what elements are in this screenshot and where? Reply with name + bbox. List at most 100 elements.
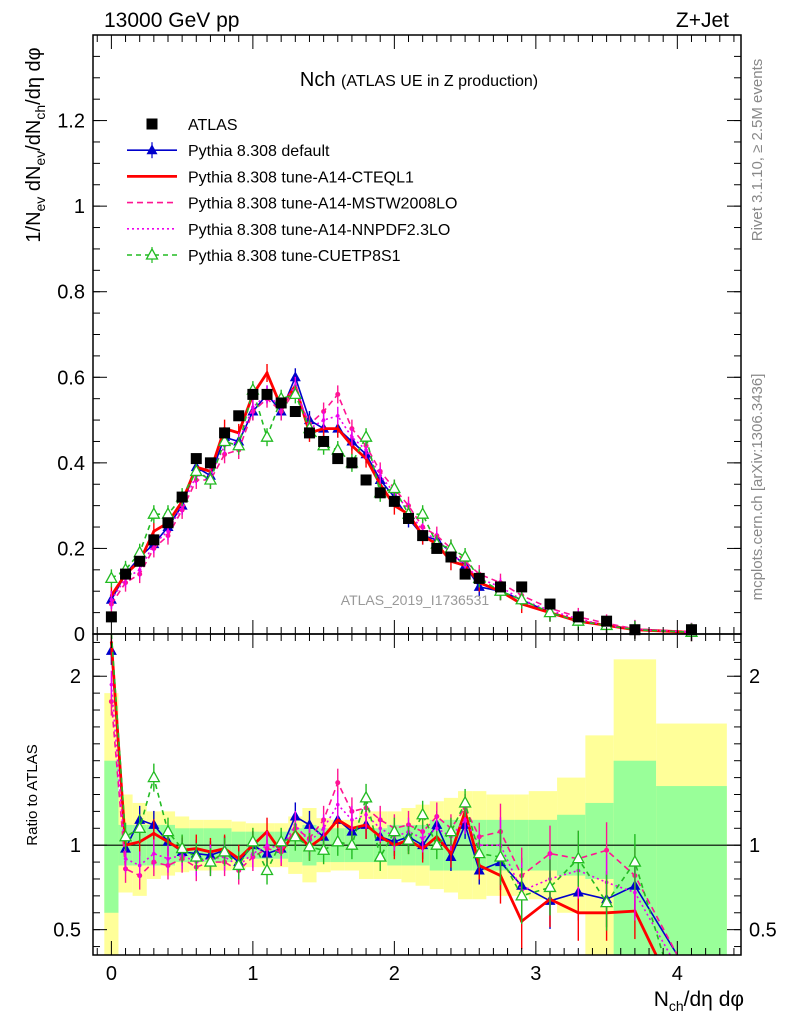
main-series-point (166, 529, 170, 534)
ratio-y-tick-label: 0.5 (53, 920, 81, 942)
ratio-series-point (463, 818, 467, 822)
ratio-series-point (576, 911, 580, 915)
ratio-series-point (350, 818, 354, 822)
atlas-data-point (473, 572, 485, 584)
green-band-bin (656, 786, 727, 955)
ratio-series-point (515, 888, 529, 901)
atlas-data-point (190, 453, 202, 465)
ratio-series-point (420, 836, 425, 841)
ratio-series-point (161, 824, 175, 837)
main-series-point (288, 387, 302, 400)
main-series-point (260, 429, 274, 442)
ratio-series-point (458, 795, 472, 808)
plot-title: Nch (ATLAS UE in Z production) (300, 69, 538, 91)
main-series-point (387, 481, 401, 494)
main-series-point (109, 597, 114, 602)
main-series-point (336, 427, 340, 431)
ratio-series-point (175, 841, 189, 854)
x-tick-label: 4 (672, 963, 683, 985)
main-series-point (416, 506, 430, 519)
ratio-series-line (110, 642, 658, 956)
ratio-series-point (336, 818, 340, 822)
ratio-series-point (493, 849, 508, 862)
legend-label: Pythia 8.308 default (188, 143, 330, 160)
analysis-watermark: ATLAS_2019_I1736531 (341, 592, 490, 608)
ratio-series-point (302, 839, 317, 852)
ratio-series-point (571, 851, 585, 864)
atlas-data-point (105, 611, 117, 623)
atlas-data-point (431, 542, 443, 554)
legend-label: Pythia 8.308 tune-CUETP8S1 (188, 248, 401, 265)
legend-marker-atlas (146, 118, 158, 130)
ratio-series-point (435, 826, 439, 831)
atlas-data-point (346, 457, 358, 469)
main-series-point (289, 371, 301, 382)
main-series-point (203, 472, 218, 485)
legend-marker (146, 144, 158, 155)
main-series-line (110, 387, 692, 634)
ratio-y-axis-label: Ratio to ATLAS (24, 744, 41, 845)
x-tick-label: 3 (530, 963, 541, 985)
ratio-series-point (232, 858, 246, 871)
atlas-data-point (374, 487, 386, 499)
ratio-series-point (303, 818, 315, 829)
atlas-data-point (403, 512, 415, 524)
atlas-data-point (204, 457, 216, 469)
ratio-series-point (599, 895, 614, 908)
side-label-bottom: mcplots.cern.ch [arXiv:1306.3436] (749, 374, 766, 601)
x-tick-label: 0 (106, 963, 117, 985)
ratio-series-point (387, 824, 401, 837)
ratio-series-point (430, 837, 444, 850)
atlas-data-point (148, 534, 160, 546)
atlas-data-point (332, 453, 344, 465)
ratio-series-point (416, 807, 430, 820)
ratio-series-point (203, 854, 218, 867)
main-y-tick-label: 0.4 (57, 453, 85, 475)
main-series-point (350, 435, 354, 439)
main-y-tick-label: 1.2 (57, 111, 85, 133)
main-series-point (458, 549, 472, 562)
atlas-data-point (318, 435, 330, 447)
main-series-point (137, 568, 142, 572)
atlas-data-point (417, 530, 429, 542)
atlas-data-point (572, 611, 584, 623)
green-band-bin (104, 760, 119, 913)
ratio-series-line (110, 633, 664, 956)
ratio-series-point (401, 832, 416, 845)
ratio-series-point (628, 854, 642, 867)
ratio-series-point (335, 780, 341, 786)
atlas-data-point (303, 427, 315, 439)
ratio-series-point (378, 826, 383, 831)
ratio-series-point (109, 682, 114, 687)
atlas-data-point (176, 491, 188, 503)
ratio-series-point (321, 826, 326, 831)
main-series-point (335, 413, 340, 418)
legend-label: Pythia 8.308 tune-A14-NNPDF2.3LO (188, 222, 450, 239)
ratio-series-point (137, 863, 142, 868)
main-series-point (251, 405, 255, 410)
ratio-series-point (288, 829, 302, 842)
atlas-data-point (494, 581, 506, 593)
ratio-band-layer (93, 659, 741, 955)
atlas-data-point (516, 581, 528, 593)
ratio-series-point (274, 834, 288, 847)
main-series-point (364, 448, 368, 452)
main-series-line (110, 388, 692, 633)
main-y-tick-label: 0.2 (57, 538, 85, 560)
ratio-y-tick-label: 1 (70, 835, 81, 857)
ratio-y-tick-label: 2 (749, 666, 760, 688)
main-series-point (515, 592, 529, 605)
main-series-point (378, 473, 383, 478)
atlas-data-point (275, 397, 287, 409)
ratio-series-point (633, 890, 637, 895)
main-series-point (543, 605, 557, 618)
legend-label: Pythia 8.308 tune-A14-MSTW2008LO (188, 196, 457, 213)
main-series-point (152, 529, 156, 533)
process-label: Z+Jet (676, 9, 729, 32)
ratio-series-point (260, 863, 274, 876)
energy-label: 13000 GeV pp (104, 9, 239, 32)
atlas-data-point (261, 388, 273, 400)
legend-label: Pythia 8.308 tune-A14-CTEQL1 (188, 169, 414, 186)
ratio-series-point (364, 812, 368, 817)
